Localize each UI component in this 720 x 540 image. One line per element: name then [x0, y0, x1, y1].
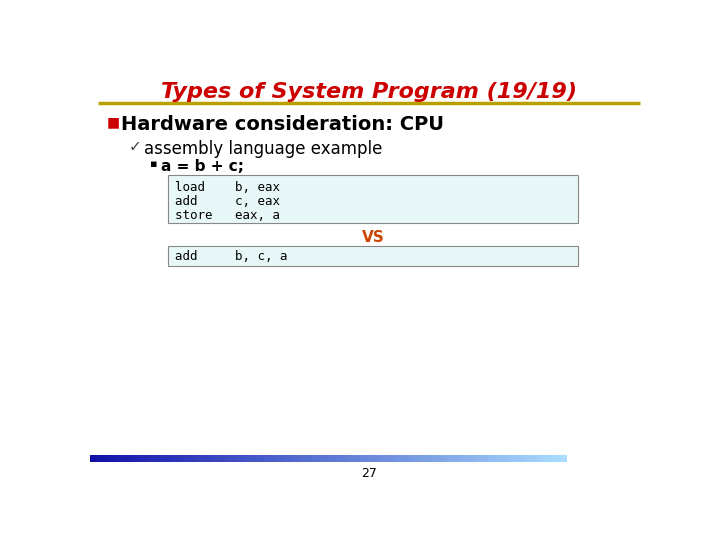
Text: ■: ■ [107, 115, 120, 129]
Text: add     b, c, a: add b, c, a [175, 251, 288, 264]
Text: 27: 27 [361, 467, 377, 480]
Text: Hardware consideration: CPU: Hardware consideration: CPU [121, 115, 444, 134]
Text: a = b + c;: a = b + c; [161, 159, 243, 174]
Text: store   eax, a: store eax, a [175, 209, 280, 222]
FancyBboxPatch shape [168, 246, 578, 266]
Text: load    b, eax: load b, eax [175, 181, 280, 194]
Text: VS: VS [361, 231, 384, 245]
Text: Types of System Program (19/19): Types of System Program (19/19) [161, 82, 577, 102]
FancyBboxPatch shape [168, 175, 578, 222]
Text: assembly language example: assembly language example [144, 140, 382, 158]
Text: ▪: ▪ [150, 159, 158, 168]
Text: add     c, eax: add c, eax [175, 195, 280, 208]
Text: ✓: ✓ [129, 139, 142, 154]
